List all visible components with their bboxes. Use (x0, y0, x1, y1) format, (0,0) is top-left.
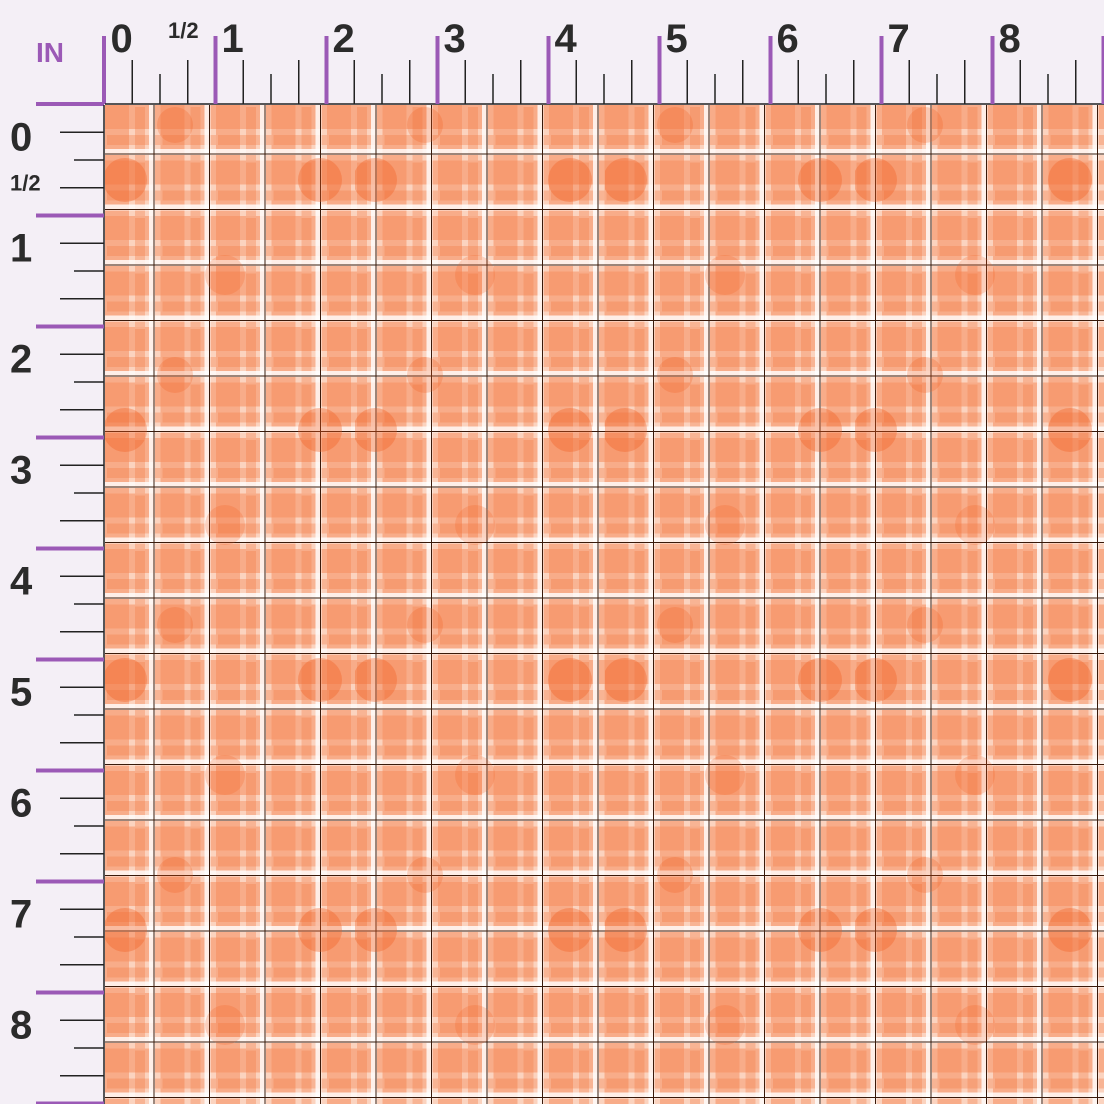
left-ruler-label: 5 (10, 671, 32, 715)
top-ruler-label: 7 (888, 17, 910, 61)
left-ruler-label: 4 (10, 560, 33, 604)
left-ruler-label: 8 (10, 1004, 32, 1048)
top-ruler-label: 1/2 (168, 18, 199, 43)
left-ruler-label: 7 (10, 893, 32, 937)
top-ruler-label: 1 (222, 17, 244, 61)
fabric-shading (105, 105, 1104, 1104)
top-ruler-label: 8 (999, 17, 1021, 61)
top-ruler-label: 2 (333, 17, 355, 61)
top-ruler-label: 4 (555, 17, 578, 61)
left-ruler-label: 1 (10, 227, 32, 271)
unit-label: IN (36, 37, 64, 68)
left-ruler-label: 3 (10, 449, 32, 493)
top-ruler-label: 0 (111, 17, 133, 61)
top-ruler-label: 3 (444, 17, 466, 61)
top-ruler-label: 6 (777, 17, 799, 61)
left-ruler-label: 0 (10, 116, 32, 160)
left-ruler-label: 6 (10, 782, 32, 826)
left-ruler-label: 2 (10, 338, 32, 382)
left-ruler-label: 1/2 (10, 171, 41, 196)
top-ruler-label: 5 (666, 17, 688, 61)
